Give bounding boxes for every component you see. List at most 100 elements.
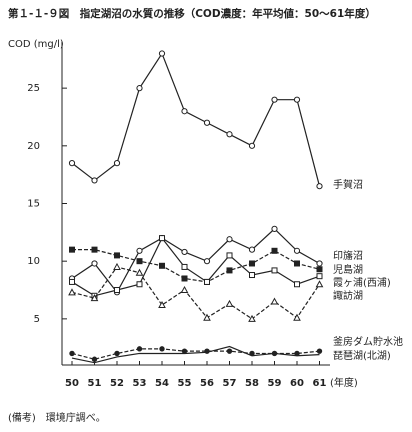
point — [226, 236, 233, 243]
point — [315, 280, 324, 288]
series-line — [71, 348, 320, 360]
y-tick-label: 5 — [34, 314, 40, 325]
series-line — [71, 52, 321, 187]
series-line — [71, 236, 320, 297]
point — [316, 273, 323, 280]
legend-label: 琵琶湖(北湖) — [333, 350, 391, 362]
point — [68, 160, 76, 167]
point — [271, 96, 278, 103]
point — [203, 258, 211, 265]
y-tick-label: 25 — [27, 83, 40, 94]
y-tick-label: 10 — [27, 256, 40, 267]
point — [294, 350, 300, 357]
point — [114, 350, 120, 357]
x-tick-label: 58 — [245, 378, 259, 389]
point — [226, 348, 233, 354]
point — [91, 246, 98, 253]
point — [114, 287, 120, 294]
point — [136, 346, 143, 352]
x-tick-label: 54 — [155, 378, 169, 389]
point — [181, 263, 188, 270]
point — [293, 96, 301, 103]
point — [68, 288, 76, 296]
point — [225, 299, 234, 307]
point — [159, 262, 165, 269]
x-tick-label: 51 — [88, 378, 102, 389]
y-tick-label: 15 — [27, 199, 40, 210]
point — [316, 348, 323, 354]
legend-label: 諏訪湖 — [333, 289, 363, 302]
point — [316, 183, 323, 190]
point — [136, 247, 143, 254]
point — [270, 297, 279, 305]
series-line — [71, 345, 320, 364]
point — [69, 246, 75, 253]
point — [181, 348, 188, 354]
legend-label: 手賀沼 — [333, 178, 363, 191]
x-tick-label: 60 — [290, 378, 304, 389]
x-tick-label: 52 — [110, 378, 124, 389]
point — [181, 108, 188, 115]
point — [316, 260, 323, 267]
point — [203, 119, 211, 126]
point — [180, 285, 189, 294]
point — [135, 268, 144, 276]
x-tick-label: 50 — [65, 378, 79, 389]
point — [271, 267, 278, 274]
chart-title: 第１-１-９図 指定湖沼の水質の推移（COD濃度：年平均値：50～61年度） — [8, 7, 376, 20]
point — [294, 260, 300, 267]
point — [181, 275, 188, 282]
point — [271, 225, 278, 232]
point — [69, 278, 75, 285]
point — [248, 246, 256, 253]
point — [91, 356, 98, 362]
point — [136, 258, 143, 265]
x-tick-label: 56 — [200, 378, 214, 389]
point — [91, 177, 98, 184]
note: (備考) 環境庁調べ。 — [8, 411, 106, 424]
point — [294, 281, 300, 288]
y-axis-label: COD (mg/l) — [8, 39, 64, 50]
x-tick-label: 55 — [178, 378, 192, 389]
point — [249, 260, 255, 267]
point — [316, 266, 323, 273]
y-tick-label: 20 — [27, 141, 40, 152]
point — [113, 160, 121, 167]
series-line — [72, 249, 320, 283]
point — [226, 131, 233, 138]
x-tick-label: 53 — [133, 378, 147, 389]
point — [91, 260, 98, 267]
point — [158, 50, 166, 57]
point — [69, 350, 75, 357]
x-tick-label: 61 — [313, 378, 327, 389]
x-tick-label: 57 — [223, 378, 237, 389]
point — [181, 248, 188, 256]
legend-label: 印旛沼 — [333, 249, 363, 262]
point — [90, 294, 99, 302]
legend-label: 霞ヶ浦(西浦) — [333, 276, 391, 289]
x-axis-label: (年度) — [330, 376, 358, 389]
point — [248, 142, 256, 149]
point — [136, 85, 143, 92]
point — [113, 262, 121, 270]
point — [248, 314, 256, 322]
point — [136, 281, 143, 288]
x-tick-label: 59 — [268, 378, 282, 389]
point — [293, 247, 301, 254]
series-line — [71, 266, 320, 320]
point — [158, 300, 166, 309]
point — [226, 252, 233, 259]
legend-label: 児島湖 — [333, 263, 363, 276]
point — [159, 346, 165, 352]
point — [114, 252, 120, 259]
point — [249, 272, 255, 279]
series-line — [71, 228, 320, 294]
point — [226, 267, 233, 274]
point — [293, 313, 301, 321]
point — [159, 235, 165, 242]
point — [203, 313, 211, 321]
legend-label: 釜房ダム貯水池 — [333, 335, 403, 348]
point — [204, 278, 210, 285]
point — [271, 247, 278, 254]
